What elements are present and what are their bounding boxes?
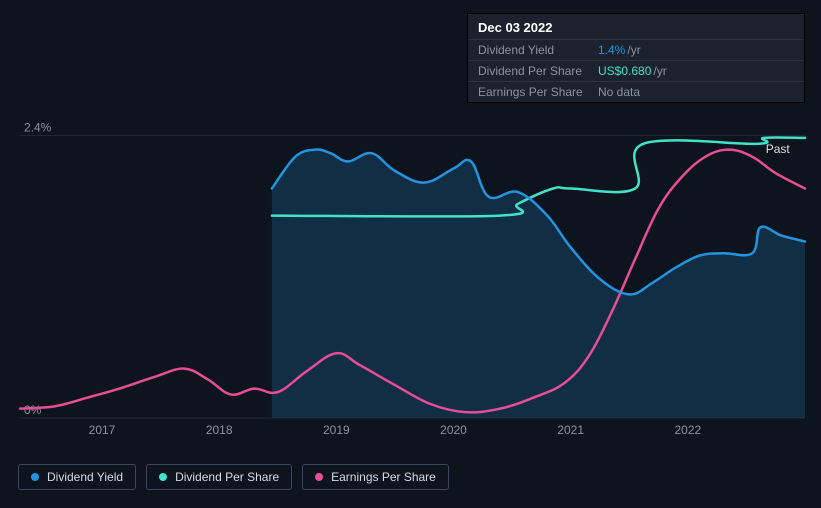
legend-dot: [315, 473, 323, 481]
legend-item-earnings-per-share[interactable]: Earnings Per Share: [302, 464, 449, 490]
tooltip-row: Dividend Per ShareUS$0.680/yr: [468, 60, 804, 81]
tooltip-row-value: US$0.680/yr: [598, 64, 667, 78]
legend-label: Earnings Per Share: [331, 470, 436, 484]
tooltip-row-label: Earnings Per Share: [478, 85, 598, 99]
x-tick-label: 2017: [89, 423, 116, 437]
past-label: Past: [766, 142, 790, 156]
y-tick-label: 0%: [24, 403, 42, 417]
tooltip-date: Dec 03 2022: [468, 14, 804, 39]
tooltip-row: Dividend Yield1.4%/yr: [468, 39, 804, 60]
tooltip-row-value: No data: [598, 85, 640, 99]
legend-dot: [31, 473, 39, 481]
legend-label: Dividend Yield: [47, 470, 123, 484]
chart-legend: Dividend Yield Dividend Per Share Earnings…: [18, 464, 449, 490]
tooltip-row-label: Dividend Yield: [478, 43, 598, 57]
legend-item-dividend-per-share[interactable]: Dividend Per Share: [146, 464, 292, 490]
tooltip-row-label: Dividend Per Share: [478, 64, 598, 78]
x-tick-label: 2022: [674, 423, 701, 437]
y-tick-label: 2.4%: [24, 121, 52, 135]
legend-label: Dividend Per Share: [175, 470, 279, 484]
legend-item-dividend-yield[interactable]: Dividend Yield: [18, 464, 136, 490]
x-tick-label: 2021: [557, 423, 584, 437]
tooltip-row: Earnings Per ShareNo data: [468, 81, 804, 102]
dividend-yield-area: [272, 150, 805, 418]
x-tick-label: 2018: [206, 423, 233, 437]
x-tick-label: 2019: [323, 423, 350, 437]
x-tick-label: 2020: [440, 423, 467, 437]
tooltip-row-value: 1.4%/yr: [598, 43, 641, 57]
chart-tooltip: Dec 03 2022 Dividend Yield1.4%/yrDividen…: [467, 13, 805, 103]
legend-dot: [159, 473, 167, 481]
